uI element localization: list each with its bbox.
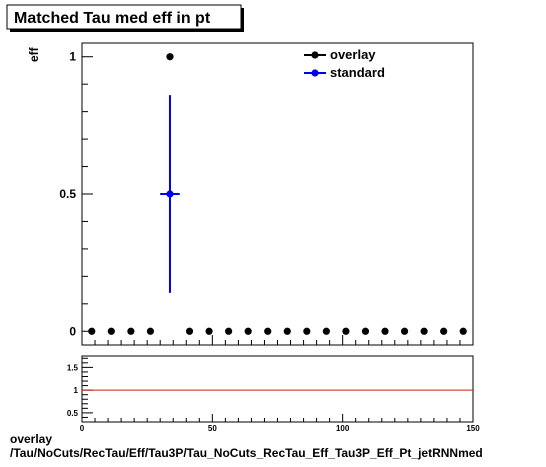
ratio-x-tick-label: 0 — [80, 424, 85, 433]
ratio-x-tick-label: 150 — [466, 424, 480, 433]
overlay-point — [400, 327, 409, 335]
overlay-point — [107, 327, 115, 335]
main-x-ticks — [81, 335, 474, 345]
y-axis-label: eff — [27, 46, 41, 62]
ratio-y-tick-label: 1 — [74, 386, 79, 395]
chart-title: Matched Tau med eff in pt — [14, 10, 211, 27]
overlay-point — [303, 327, 311, 335]
ratio-x-tick-labels: 0 50 100 150 — [80, 424, 480, 433]
overlay-point — [361, 327, 370, 335]
overlay-point — [322, 327, 330, 335]
legend-overlay-marker — [311, 51, 319, 59]
overlay-point — [264, 327, 272, 335]
legend-standard-marker — [311, 69, 319, 77]
title-box — [6, 4, 242, 30]
overlay-point — [146, 327, 155, 335]
ratio-x-ticks — [81, 414, 474, 422]
main-y-tick-labels: 00.51 — [59, 50, 76, 339]
legend: overlay standard — [304, 47, 385, 80]
legend-standard-label: standard — [330, 65, 385, 80]
overlay-point — [244, 327, 252, 335]
main-y-tick-label: 1 — [69, 50, 76, 64]
overlay-point — [185, 327, 194, 335]
overlay-point — [205, 327, 213, 335]
overlay-point — [166, 53, 174, 61]
overlay-point — [342, 327, 350, 335]
ratio-y-ticks — [82, 357, 93, 418]
legend-overlay-label: overlay — [330, 47, 376, 62]
ratio-x-tick-label: 50 — [208, 424, 217, 433]
overlay-point — [381, 327, 389, 335]
main-plot-frame — [81, 42, 474, 346]
standard-point — [166, 190, 174, 198]
overlay-point — [459, 327, 467, 335]
overlay-point — [88, 327, 96, 335]
main-y-tick-label: 0.5 — [59, 187, 76, 201]
footer-line-2: /Tau/NoCuts/RecTau/Eff/Tau3P/Tau_NoCuts_… — [10, 446, 483, 460]
overlay-point — [225, 327, 233, 335]
overlay-point — [127, 327, 135, 335]
standard-series — [160, 95, 180, 293]
main-y-tick-label: 0 — [69, 324, 76, 338]
overlay-point — [283, 327, 291, 335]
ratio-plot-frame — [81, 355, 474, 423]
ratio-x-tick-label: 100 — [336, 424, 350, 433]
ratio-y-tick-label: 0.5 — [67, 409, 79, 418]
ratio-y-tick-labels: 0.5 1 1.5 — [67, 363, 79, 418]
ratio-y-tick-label: 1.5 — [67, 363, 79, 372]
footer-line-1: overlay — [10, 432, 52, 446]
overlay-point — [420, 327, 428, 335]
overlay-series — [88, 53, 467, 335]
main-y-ticks — [82, 56, 93, 332]
overlay-point — [440, 327, 448, 335]
